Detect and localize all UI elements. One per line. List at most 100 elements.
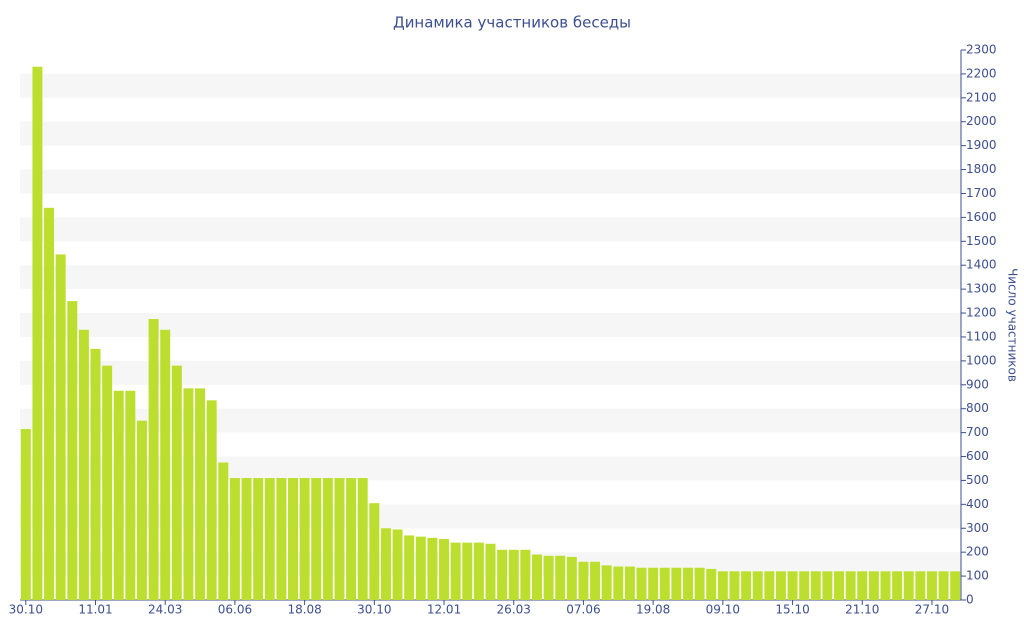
bar	[125, 390, 136, 600]
grid-band	[20, 456, 961, 481]
grid-band	[20, 408, 961, 433]
y-axis-label: Число участников	[1006, 268, 1020, 382]
bar	[950, 571, 961, 600]
bar	[764, 571, 775, 600]
y-tick-label: 700	[966, 425, 989, 439]
bar	[415, 536, 426, 600]
bar	[32, 66, 43, 600]
bar	[322, 478, 333, 600]
bar	[102, 365, 113, 600]
y-tick-label: 1700	[966, 186, 997, 200]
x-tick-label: 12.01	[427, 603, 461, 617]
bar	[334, 478, 345, 600]
bar	[229, 478, 240, 600]
grid-band	[20, 169, 961, 194]
y-tick-label: 1000	[966, 353, 997, 367]
bar	[299, 478, 310, 600]
bar	[241, 478, 252, 600]
grid-band	[20, 73, 961, 98]
y-tick-label: 2000	[966, 114, 997, 128]
bar	[508, 549, 519, 600]
y-tick-label: 2100	[966, 90, 997, 104]
bar	[834, 571, 845, 600]
x-tick-label: 07.06	[566, 603, 600, 617]
grid-band	[20, 313, 961, 337]
bar	[624, 566, 635, 600]
bar	[938, 571, 949, 600]
x-tick-label: 26.03	[497, 603, 531, 617]
bar	[555, 555, 566, 600]
x-tick-label: 24.03	[148, 603, 182, 617]
y-tick-label: 900	[966, 377, 989, 391]
bar	[845, 571, 856, 600]
x-tick-label: 09.10	[706, 603, 740, 617]
bar	[136, 420, 147, 600]
bar	[741, 571, 752, 600]
y-tick-label: 500	[966, 473, 989, 487]
bar	[311, 478, 322, 600]
bar	[636, 567, 647, 600]
bar	[659, 567, 670, 600]
bar	[113, 390, 124, 600]
y-tick-label: 1500	[966, 234, 997, 248]
y-tick-label: 0	[966, 593, 974, 607]
bar	[206, 400, 217, 600]
y-tick-label: 300	[966, 521, 989, 535]
bar	[218, 462, 229, 600]
bar	[288, 478, 299, 600]
bar	[926, 571, 937, 600]
bar	[427, 537, 438, 600]
y-tick-label: 400	[966, 497, 989, 511]
bar	[67, 301, 78, 600]
bar	[531, 554, 542, 600]
bar	[369, 503, 380, 600]
y-tick-label: 1200	[966, 306, 997, 320]
bar	[903, 571, 914, 600]
bar	[648, 567, 659, 600]
x-tick-label: 18.08	[287, 603, 321, 617]
x-tick-label: 15.10	[775, 603, 809, 617]
bar	[78, 329, 89, 600]
bar	[195, 388, 206, 600]
bar	[857, 571, 868, 600]
y-tick-label: 2200	[966, 66, 997, 80]
bar	[775, 571, 786, 600]
bar	[694, 567, 705, 600]
bar	[915, 571, 926, 600]
bar	[868, 571, 879, 600]
y-tick-label: 800	[966, 401, 989, 415]
y-tick-label: 1300	[966, 282, 997, 296]
bar	[148, 319, 159, 600]
x-tick-label: 21.10	[845, 603, 879, 617]
bar	[578, 561, 589, 600]
x-tick-label: 11.01	[78, 603, 112, 617]
y-tick-label: 200	[966, 545, 989, 559]
bar	[346, 478, 357, 600]
y-tick-label: 1400	[966, 258, 997, 272]
bar	[566, 556, 577, 600]
bar	[880, 571, 891, 600]
y-tick-label: 100	[966, 569, 989, 583]
bar	[450, 542, 461, 600]
grid-band	[20, 265, 961, 290]
grid-band	[20, 217, 961, 242]
bar	[380, 528, 391, 600]
bar	[706, 568, 717, 600]
bar	[44, 207, 55, 600]
bar	[392, 529, 403, 600]
bar	[810, 571, 821, 600]
bar	[682, 567, 693, 600]
bar	[55, 254, 66, 600]
bar	[264, 478, 275, 600]
bar	[822, 571, 833, 600]
y-tick-label: 1900	[966, 138, 997, 152]
bar	[601, 565, 612, 600]
bar	[485, 543, 496, 600]
x-tick-label: 27.10	[915, 603, 949, 617]
x-tick-label: 30.10	[9, 603, 43, 617]
x-tick-label: 06.06	[218, 603, 252, 617]
grid-band	[20, 121, 961, 146]
y-tick-label: 600	[966, 449, 989, 463]
bar	[20, 429, 31, 600]
